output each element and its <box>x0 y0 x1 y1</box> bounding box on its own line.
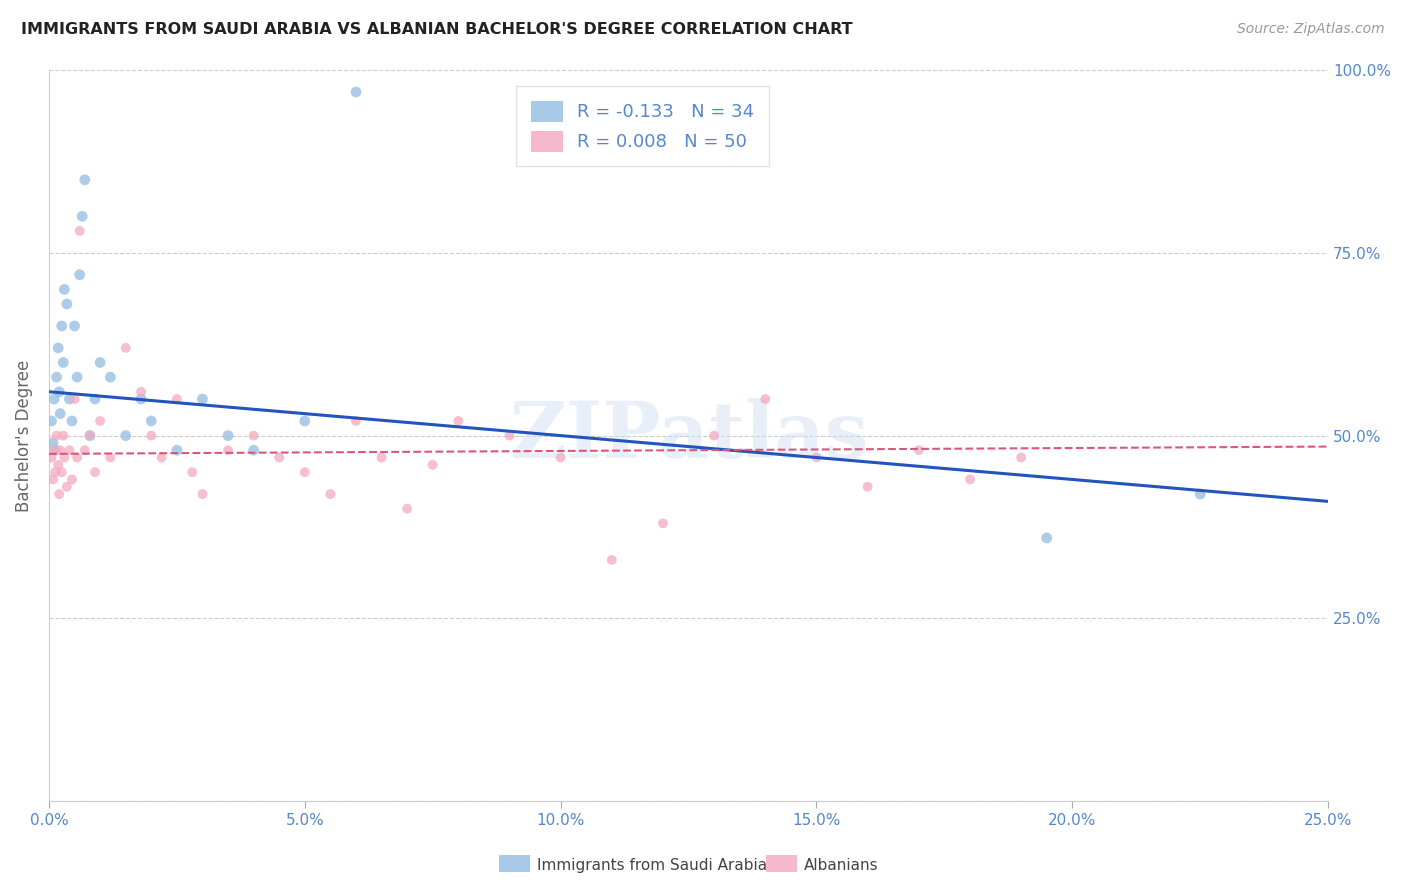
Point <box>53 282 76 296</box>
Point <box>498 428 520 442</box>
Text: Albanians: Albanians <box>804 858 879 872</box>
Point <box>66 450 89 465</box>
Point <box>48 487 70 501</box>
Point <box>58 443 80 458</box>
Point <box>79 428 101 442</box>
Point <box>42 392 65 406</box>
Point <box>84 465 107 479</box>
Point <box>51 318 73 333</box>
Point <box>100 370 122 384</box>
Point <box>53 450 76 465</box>
Point <box>242 428 264 442</box>
Point <box>217 443 239 458</box>
Point <box>703 428 725 442</box>
Point <box>69 268 91 282</box>
Point <box>242 443 264 458</box>
Text: ZIPatlas: ZIPatlas <box>509 398 869 474</box>
Point <box>42 473 65 487</box>
Point <box>129 392 152 406</box>
Text: Immigrants from Saudi Arabia: Immigrants from Saudi Arabia <box>537 858 768 872</box>
Point <box>42 436 65 450</box>
Point <box>114 341 136 355</box>
Point <box>45 428 67 442</box>
Point <box>52 355 75 369</box>
Point <box>129 384 152 399</box>
Point <box>52 428 75 442</box>
Point <box>447 414 470 428</box>
Point <box>56 297 79 311</box>
Point <box>100 450 122 465</box>
Point <box>959 473 981 487</box>
Point <box>422 458 444 472</box>
Point <box>56 480 79 494</box>
Point <box>114 428 136 442</box>
Point <box>1010 450 1032 465</box>
Point <box>141 414 163 428</box>
Point <box>42 443 65 458</box>
Point <box>344 414 367 428</box>
Point <box>344 85 367 99</box>
Text: Source: ZipAtlas.com: Source: ZipAtlas.com <box>1237 22 1385 37</box>
Point <box>58 392 80 406</box>
Legend: R = -0.133   N = 34, R = 0.008   N = 50: R = -0.133 N = 34, R = 0.008 N = 50 <box>516 87 769 166</box>
Point <box>856 480 879 494</box>
Point <box>652 516 675 531</box>
Point <box>166 392 188 406</box>
Point <box>1189 487 1212 501</box>
Point <box>181 465 204 479</box>
Point <box>294 414 316 428</box>
Point <box>89 414 111 428</box>
Point <box>550 450 572 465</box>
Point <box>44 443 66 458</box>
Point <box>70 209 93 223</box>
Point <box>319 487 342 501</box>
Point <box>46 341 69 355</box>
Point <box>754 392 776 406</box>
Point <box>84 392 107 406</box>
Point <box>141 428 163 442</box>
Point <box>150 450 173 465</box>
Point <box>89 355 111 369</box>
Point <box>66 370 89 384</box>
Point <box>63 392 86 406</box>
Point <box>73 172 96 186</box>
Point <box>396 501 419 516</box>
Point <box>79 428 101 442</box>
Point <box>269 450 291 465</box>
Point <box>600 553 623 567</box>
Y-axis label: Bachelor's Degree: Bachelor's Degree <box>15 359 32 512</box>
Point <box>60 473 83 487</box>
Point <box>806 450 828 465</box>
Point <box>60 414 83 428</box>
Point <box>1035 531 1057 545</box>
Point <box>41 450 63 465</box>
Point <box>48 384 70 399</box>
Point <box>907 443 929 458</box>
Point <box>370 450 392 465</box>
Point <box>49 407 72 421</box>
Point <box>41 414 63 428</box>
Point <box>45 370 67 384</box>
Point <box>191 487 214 501</box>
Point <box>191 392 214 406</box>
Point <box>73 443 96 458</box>
Point <box>63 318 86 333</box>
Point <box>46 458 69 472</box>
Point <box>217 428 239 442</box>
Point <box>44 465 66 479</box>
Point <box>166 443 188 458</box>
Point <box>51 465 73 479</box>
Point <box>49 443 72 458</box>
Point <box>69 224 91 238</box>
Point <box>294 465 316 479</box>
Text: IMMIGRANTS FROM SAUDI ARABIA VS ALBANIAN BACHELOR'S DEGREE CORRELATION CHART: IMMIGRANTS FROM SAUDI ARABIA VS ALBANIAN… <box>21 22 852 37</box>
